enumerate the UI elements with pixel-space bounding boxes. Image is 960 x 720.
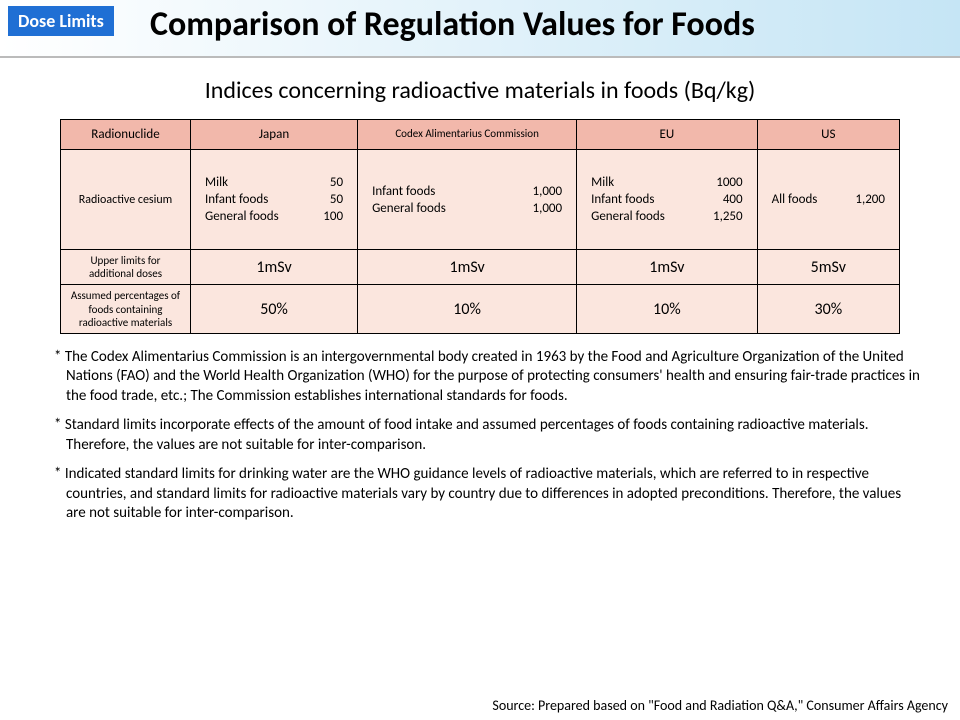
- food-label: All foods: [772, 192, 818, 207]
- footnotes: * The Codex Alimentarius Commission is a…: [0, 334, 960, 524]
- limits-eu: 1mSv: [577, 250, 757, 285]
- limits-codex: 1mSv: [358, 250, 577, 285]
- row-upper-limits: Upper limits for additional doses 1mSv 1…: [61, 250, 900, 285]
- food-value: 1000: [716, 175, 742, 190]
- footnote-2: * Standard limits incorporate effects of…: [40, 416, 920, 455]
- food-label: Infant foods: [591, 192, 654, 207]
- food-value: 100: [323, 209, 343, 224]
- assumed-codex: 10%: [358, 285, 577, 334]
- regulation-table-wrap: Radionuclide Japan Codex Alimentarius Co…: [0, 119, 960, 334]
- food-label: Milk: [205, 175, 228, 190]
- food-value: 1,000: [533, 184, 563, 199]
- limits-japan: 1mSv: [191, 250, 358, 285]
- cesium-us: All foods 1,200: [757, 150, 899, 250]
- food-value: 1,200: [855, 192, 885, 207]
- cesium-eu: Milk 1000 Infant foods 400 General foods 1,…: [577, 150, 757, 250]
- footnote-1: * The Codex Alimentarius Commission is a…: [40, 348, 920, 407]
- assumed-eu: 10%: [577, 285, 757, 334]
- food-label: Infant foods: [372, 184, 435, 199]
- row-assumed-percentages: Assumed percentages of foods containing …: [61, 285, 900, 334]
- food-label: Milk: [591, 175, 614, 190]
- col-codex: Codex Alimentarius Commission: [358, 120, 577, 150]
- limits-us: 5mSv: [757, 250, 899, 285]
- food-value: 50: [330, 175, 343, 190]
- regulation-table: Radionuclide Japan Codex Alimentarius Co…: [60, 119, 900, 334]
- cesium-label: Radioactive cesium: [61, 150, 191, 250]
- food-label: General foods: [205, 209, 279, 224]
- col-japan: Japan: [191, 120, 358, 150]
- slide-title: Comparison of Regulation Values for Food…: [150, 4, 755, 45]
- col-radionuclide: Radionuclide: [61, 120, 191, 150]
- category-badge: Dose Limits: [8, 6, 114, 36]
- col-eu: EU: [577, 120, 757, 150]
- limits-label: Upper limits for additional doses: [61, 250, 191, 285]
- cesium-codex: Infant foods 1,000 General foods 1,000: [358, 150, 577, 250]
- slide-subtitle: Indices concerning radioactive materials…: [0, 76, 960, 105]
- source-citation: Source: Prepared based on "Food and Radi…: [492, 697, 948, 714]
- food-label: Infant foods: [205, 192, 268, 207]
- col-us: US: [757, 120, 899, 150]
- assumed-japan: 50%: [191, 285, 358, 334]
- food-value: 400: [723, 192, 743, 207]
- assumed-label: Assumed percentages of foods containing …: [61, 285, 191, 334]
- food-value: 50: [330, 192, 343, 207]
- food-value: 1,250: [713, 209, 743, 224]
- assumed-us: 30%: [757, 285, 899, 334]
- footnote-3: * Indicated standard limits for drinking…: [40, 465, 920, 524]
- food-label: General foods: [372, 201, 446, 216]
- cesium-japan: Milk 50 Infant foods 50 General foods 100: [191, 150, 358, 250]
- food-value: 1,000: [533, 201, 563, 216]
- row-cesium: Radioactive cesium Milk 50 Infant foods 50…: [61, 150, 900, 250]
- food-label: General foods: [591, 209, 665, 224]
- slide-header: Dose Limits Comparison of Regulation Val…: [0, 0, 960, 58]
